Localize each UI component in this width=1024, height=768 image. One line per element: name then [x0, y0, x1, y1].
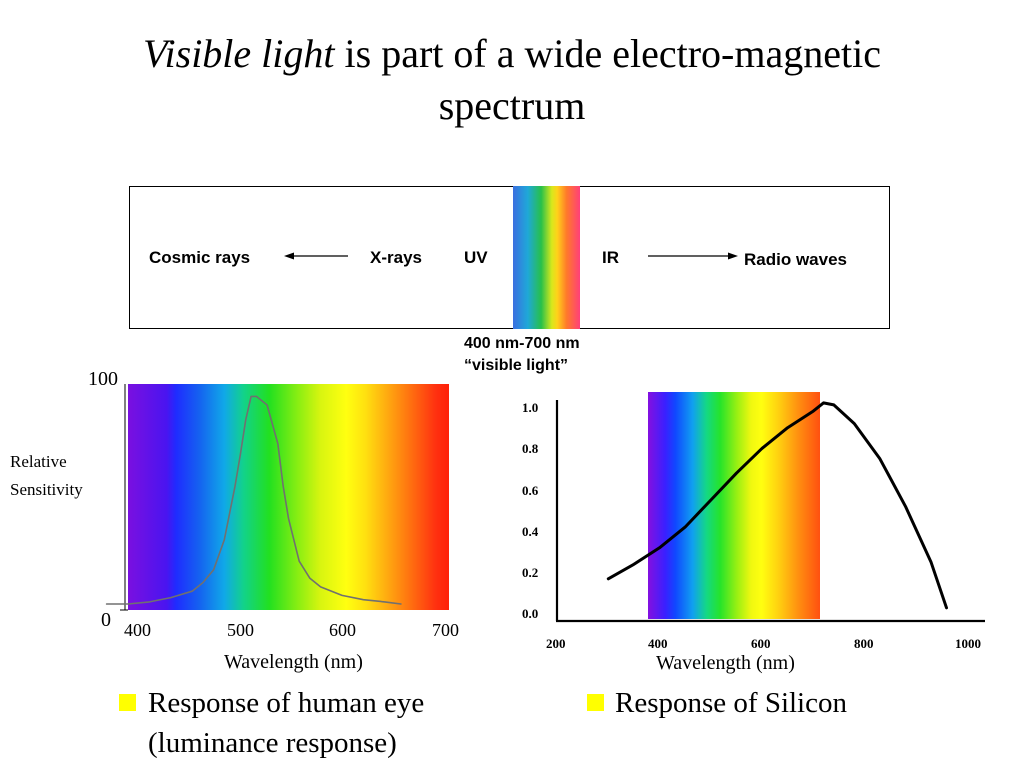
eye-caption-line2: (luminance response)	[148, 727, 397, 759]
si-xtick-400: 400	[648, 636, 668, 651]
title-rest: is part of a wide electro-magnetic	[334, 31, 881, 76]
si-ytick-1-0: 1.0	[522, 400, 539, 415]
eye-ytick-top: 100	[88, 368, 118, 390]
eye-response-curve	[105, 395, 402, 605]
eye-xlabel: Wavelength (nm)	[224, 651, 363, 673]
si-xtick-200: 200	[546, 636, 566, 651]
eye-ylabel: Relative Sensitivity	[10, 448, 83, 504]
x-rays-label: X-rays	[370, 248, 422, 267]
eye-caption-bullet-icon	[119, 694, 136, 711]
si-xlabel: Wavelength (nm)	[656, 652, 795, 674]
si-xtick-800: 800	[854, 636, 874, 651]
si-ytick-0-4: 0.4	[522, 524, 539, 539]
si-xtick-600: 600	[751, 636, 771, 651]
eye-chart-svg	[105, 384, 402, 611]
eye-xtick-500: 500	[227, 620, 254, 640]
visible-range-label: 400 nm-700 nm	[464, 335, 580, 352]
ir-label: IR	[602, 248, 619, 267]
arrow-right-icon	[728, 252, 738, 260]
title-italic: Visible light	[143, 31, 335, 76]
eye-xtick-700: 700	[432, 620, 459, 640]
arrow-left-icon	[284, 252, 294, 260]
uv-label: UV	[464, 248, 488, 267]
eye-ytick-bottom: 0	[101, 609, 111, 631]
visible-light-label: “visible light”	[464, 357, 569, 374]
si-ytick-0-0: 0.0	[522, 606, 539, 621]
eye-ylabel-line1: Relative	[10, 452, 67, 471]
radio-waves-label: Radio waves	[744, 250, 847, 269]
silicon-response-curve	[606, 401, 948, 610]
si-xtick-1000: 1000	[955, 636, 981, 651]
si-ytick-0-8: 0.8	[522, 441, 539, 456]
visible-light-band	[513, 186, 580, 329]
eye-xtick-400: 400	[124, 620, 151, 640]
spectrum-arrows	[284, 252, 738, 260]
eye-ylabel-line2: Sensitivity	[10, 480, 83, 499]
eye-caption: Response of human eye (luminance respons…	[148, 683, 424, 763]
silicon-chart-svg	[555, 400, 985, 623]
si-ytick-0-2: 0.2	[522, 565, 539, 580]
silicon-response-chart: 1.0 0.8 0.6 0.4 0.2 0.0 200 400 600 800 …	[505, 385, 1005, 685]
silicon-caption-bullet-icon	[587, 694, 604, 711]
slide-title: Visible light is part of a wide electro-…	[0, 28, 1024, 132]
silicon-caption: Response of Silicon	[615, 687, 847, 719]
si-ytick-0-6: 0.6	[522, 483, 539, 498]
silicon-chart-spectrum-background	[648, 392, 820, 619]
eye-chart-spectrum-background	[128, 384, 449, 610]
cosmic-rays-label: Cosmic rays	[149, 248, 251, 267]
spectrum-box	[129, 186, 890, 329]
title-line2: spectrum	[438, 83, 586, 128]
eye-xtick-600: 600	[329, 620, 356, 640]
eye-caption-line1: Response of human eye	[148, 687, 425, 719]
eye-response-chart: 100 0 Relative Sensitivity 400 500 600 7…	[10, 368, 480, 678]
